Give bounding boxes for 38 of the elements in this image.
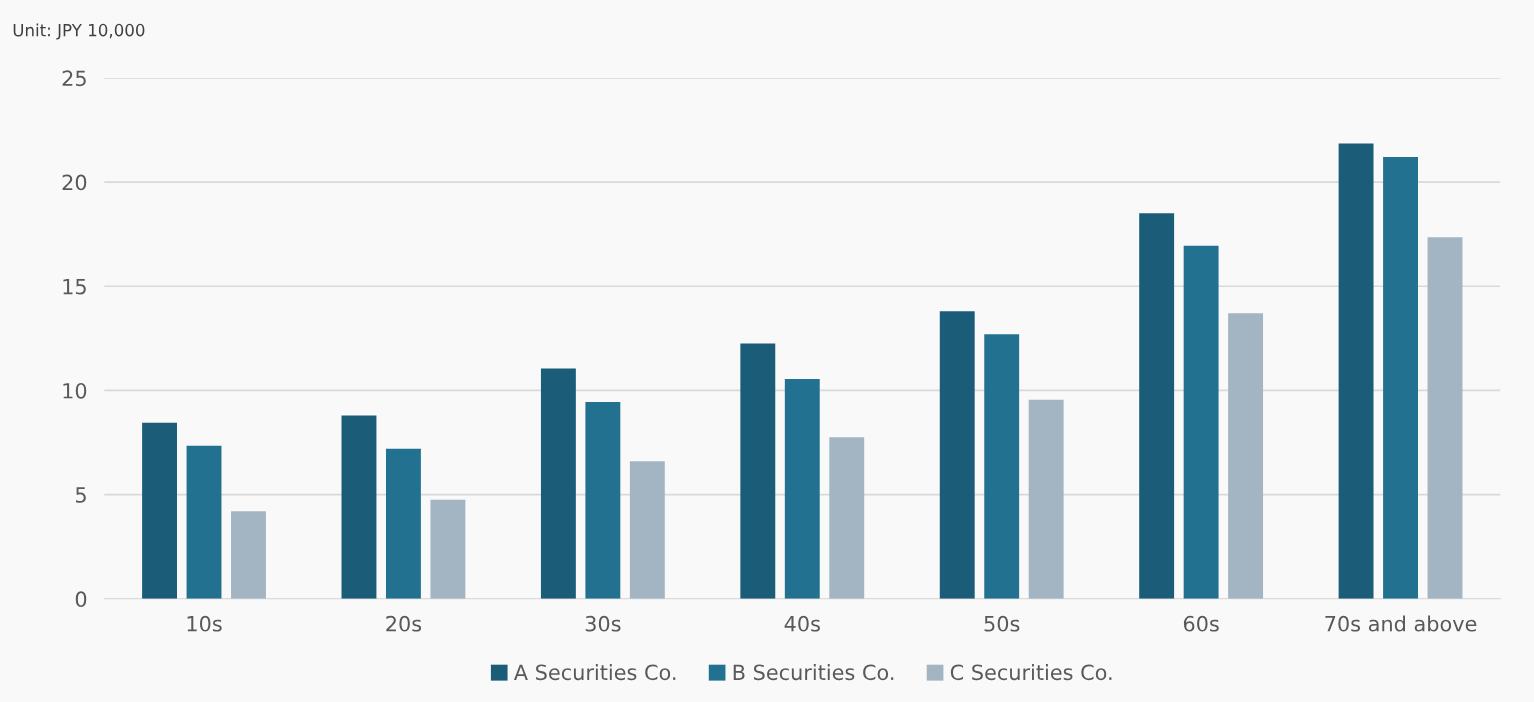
bar: [585, 401, 621, 599]
bar: [231, 511, 266, 599]
bar: [629, 461, 665, 599]
x-tick-label: 30s: [585, 615, 621, 632]
bar: [1228, 313, 1264, 599]
bar: [1383, 157, 1418, 599]
legend-label: C Securities Co.: [950, 664, 1112, 681]
bar: [784, 378, 820, 599]
bar: [341, 415, 377, 599]
y-tick-label: 10: [63, 382, 87, 399]
y-tick-label: 20: [62, 174, 87, 191]
bar: [540, 368, 576, 599]
bar: [1183, 245, 1219, 599]
bar: [186, 445, 222, 599]
bar: [142, 422, 177, 599]
y-tick-label: 25: [62, 70, 86, 87]
x-tick-label: 70s and above: [1325, 615, 1477, 632]
x-tick-label: 50s: [984, 615, 1020, 632]
bar: [1338, 143, 1374, 599]
x-tick-label: 10s: [187, 615, 222, 632]
text: Unit: JPY 10,000: [13, 23, 145, 40]
legend-label: A Securities Co.: [513, 664, 676, 681]
x-tick-label: 60s: [1183, 615, 1219, 632]
y-tick-label: 0: [75, 591, 87, 608]
x-tick-label: 20s: [386, 615, 422, 632]
y-tick-label: 15: [63, 279, 86, 295]
legend-label: B Securities Co.: [733, 664, 894, 681]
bar: [1427, 237, 1463, 599]
bar: [984, 334, 1020, 599]
x-tick-label: 40s: [784, 615, 820, 632]
bar: [430, 499, 466, 599]
bar: [939, 311, 975, 599]
bar: [829, 437, 865, 599]
bar: [1139, 213, 1175, 599]
bar: [385, 448, 421, 599]
bar: [740, 343, 776, 599]
bar: [1028, 399, 1064, 599]
y-tick-label: 5: [76, 487, 86, 503]
